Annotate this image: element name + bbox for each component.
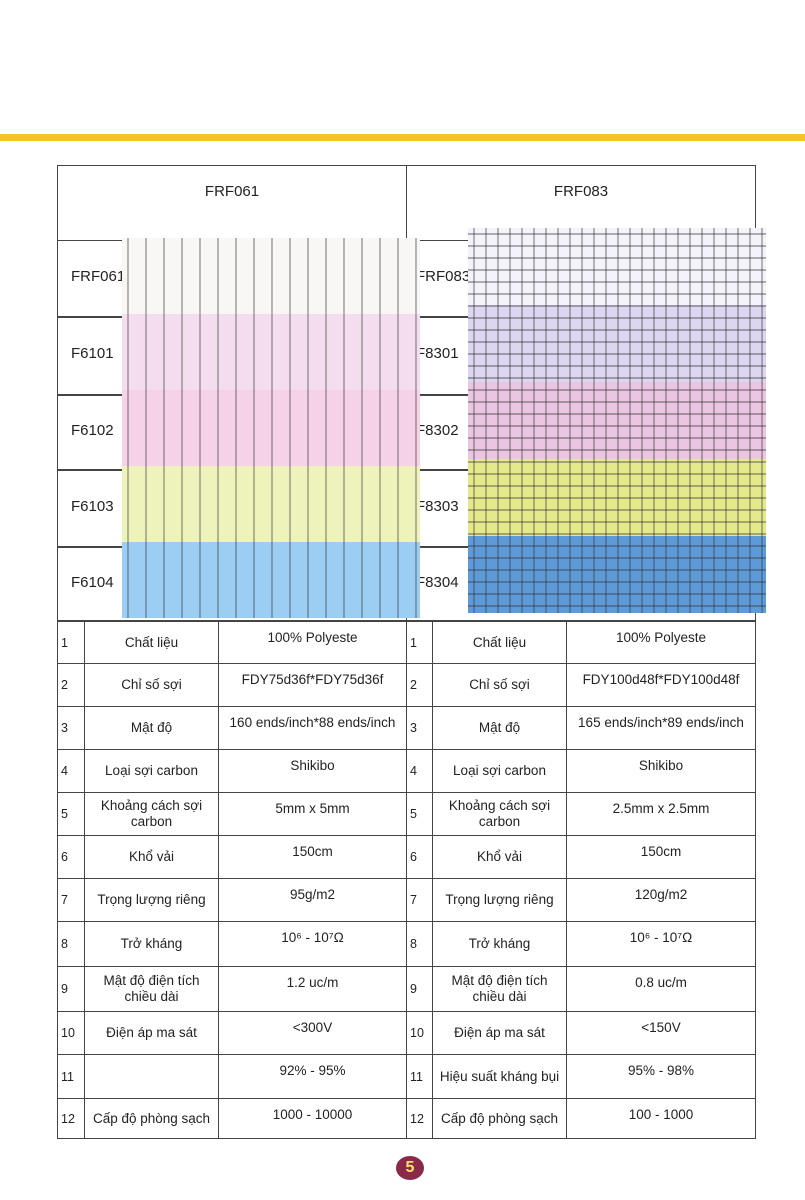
spec-label: Khổ vải xyxy=(84,835,219,879)
variant-label: FRF061 xyxy=(71,268,126,285)
spec-number: 5 xyxy=(57,792,85,836)
spec-label: Mật độ xyxy=(84,706,219,750)
spec-number: 7 xyxy=(406,878,433,922)
spec-label: Mật độ điện tích chiều dài xyxy=(84,966,219,1012)
spec-number: 11 xyxy=(57,1054,85,1099)
spec-value: 5mm x 5mm xyxy=(218,792,407,836)
spec-label: Điện áp ma sát xyxy=(84,1011,219,1055)
spec-value: <300V xyxy=(218,1011,407,1055)
spec-label: Chỉ số sợi xyxy=(432,663,567,707)
spec-label: Điện áp ma sát xyxy=(432,1011,567,1055)
spec-number: 2 xyxy=(406,663,433,707)
spec-number: 8 xyxy=(57,921,85,967)
spec-value: 10⁶ - 10⁷Ω xyxy=(566,921,756,967)
header-bar xyxy=(0,134,805,141)
spec-number: 3 xyxy=(406,706,433,750)
spec-number: 7 xyxy=(57,878,85,922)
fabric-swatch xyxy=(468,228,766,613)
variant-label: F6104 xyxy=(71,573,114,591)
spec-label: Hiệu suất kháng bụi xyxy=(432,1054,567,1099)
spec-value: FDY75d36f*FDY75d36f xyxy=(218,663,407,707)
spec-label xyxy=(84,1054,219,1099)
variant-label: F6101 xyxy=(71,345,114,362)
spec-value: 150cm xyxy=(566,835,756,879)
variant-label: F8303 xyxy=(416,497,459,515)
product-header: FRF061 xyxy=(57,165,407,241)
spec-label: Khổ vải xyxy=(432,835,567,879)
spec-label: Loại sợi carbon xyxy=(432,749,567,793)
spec-value: 100% Polyeste xyxy=(566,621,756,664)
variant-label: F6103 xyxy=(71,497,114,515)
spec-label: Trọng lượng riêng xyxy=(84,878,219,922)
spec-label: Trọng lượng riêng xyxy=(432,878,567,922)
spec-value: 95% - 98% xyxy=(566,1054,756,1099)
page-number: 5 xyxy=(396,1156,424,1180)
spec-number: 5 xyxy=(406,792,433,836)
spec-label: Loại sợi carbon xyxy=(84,749,219,793)
spec-number: 9 xyxy=(406,966,433,1012)
spec-value: <150V xyxy=(566,1011,756,1055)
spec-label: Cấp độ phòng sạch xyxy=(84,1098,219,1139)
spec-number: 1 xyxy=(57,621,85,664)
fabric-swatch xyxy=(122,238,420,618)
spec-label: Mật độ xyxy=(432,706,567,750)
spec-value: 150cm xyxy=(218,835,407,879)
spec-value: 100 - 1000 xyxy=(566,1098,756,1139)
spec-value: 92% - 95% xyxy=(218,1054,407,1099)
spec-value: 0.8 uc/m xyxy=(566,966,756,1012)
spec-label: Khoảng cách sợi carbon xyxy=(84,792,219,836)
spec-label: Trở kháng xyxy=(432,921,567,967)
spec-value: 2.5mm x 2.5mm xyxy=(566,792,756,836)
spec-label: Mật độ điện tích chiều dài xyxy=(432,966,567,1012)
spec-label: Chất liệu xyxy=(432,621,567,664)
spec-number: 12 xyxy=(406,1098,433,1139)
spec-number: 10 xyxy=(57,1011,85,1055)
spec-value: 1000 - 10000 xyxy=(218,1098,407,1139)
variant-label: F8304 xyxy=(416,573,459,591)
spec-number: 9 xyxy=(57,966,85,1012)
spec-label: Trở kháng xyxy=(84,921,219,967)
spec-value: 95g/m2 xyxy=(218,878,407,922)
variant-label: F8302 xyxy=(416,421,459,439)
spec-number: 2 xyxy=(57,663,85,707)
spec-value: 160 ends/inch*88 ends/inch xyxy=(218,706,407,750)
spec-value: 1.2 uc/m xyxy=(218,966,407,1012)
spec-label: Chất liệu xyxy=(84,621,219,664)
spec-number: 3 xyxy=(57,706,85,750)
spec-value: 10⁶ - 10⁷Ω xyxy=(218,921,407,967)
spec-number: 12 xyxy=(57,1098,85,1139)
spec-label: Cấp độ phòng sạch xyxy=(432,1098,567,1139)
spec-number: 8 xyxy=(406,921,433,967)
spec-number: 4 xyxy=(406,749,433,793)
spec-value: 120g/m2 xyxy=(566,878,756,922)
spec-number: 10 xyxy=(406,1011,433,1055)
variant-label: F6102 xyxy=(71,421,114,439)
spec-value: Shikibo xyxy=(566,749,756,793)
spec-label: Chỉ số sợi xyxy=(84,663,219,707)
spec-number: 6 xyxy=(57,835,85,879)
spec-number: 11 xyxy=(406,1054,433,1099)
spec-number: 6 xyxy=(406,835,433,879)
spec-value: 100% Polyeste xyxy=(218,621,407,664)
spec-value: Shikibo xyxy=(218,749,407,793)
variant-label: FRF083 xyxy=(416,268,471,285)
spec-value: FDY100d48f*FDY100d48f xyxy=(566,663,756,707)
variant-label: F8301 xyxy=(416,345,459,362)
spec-value: 165 ends/inch*89 ends/inch xyxy=(566,706,756,750)
spec-label: Khoảng cách sợi carbon xyxy=(432,792,567,836)
spec-number: 1 xyxy=(406,621,433,664)
spec-number: 4 xyxy=(57,749,85,793)
